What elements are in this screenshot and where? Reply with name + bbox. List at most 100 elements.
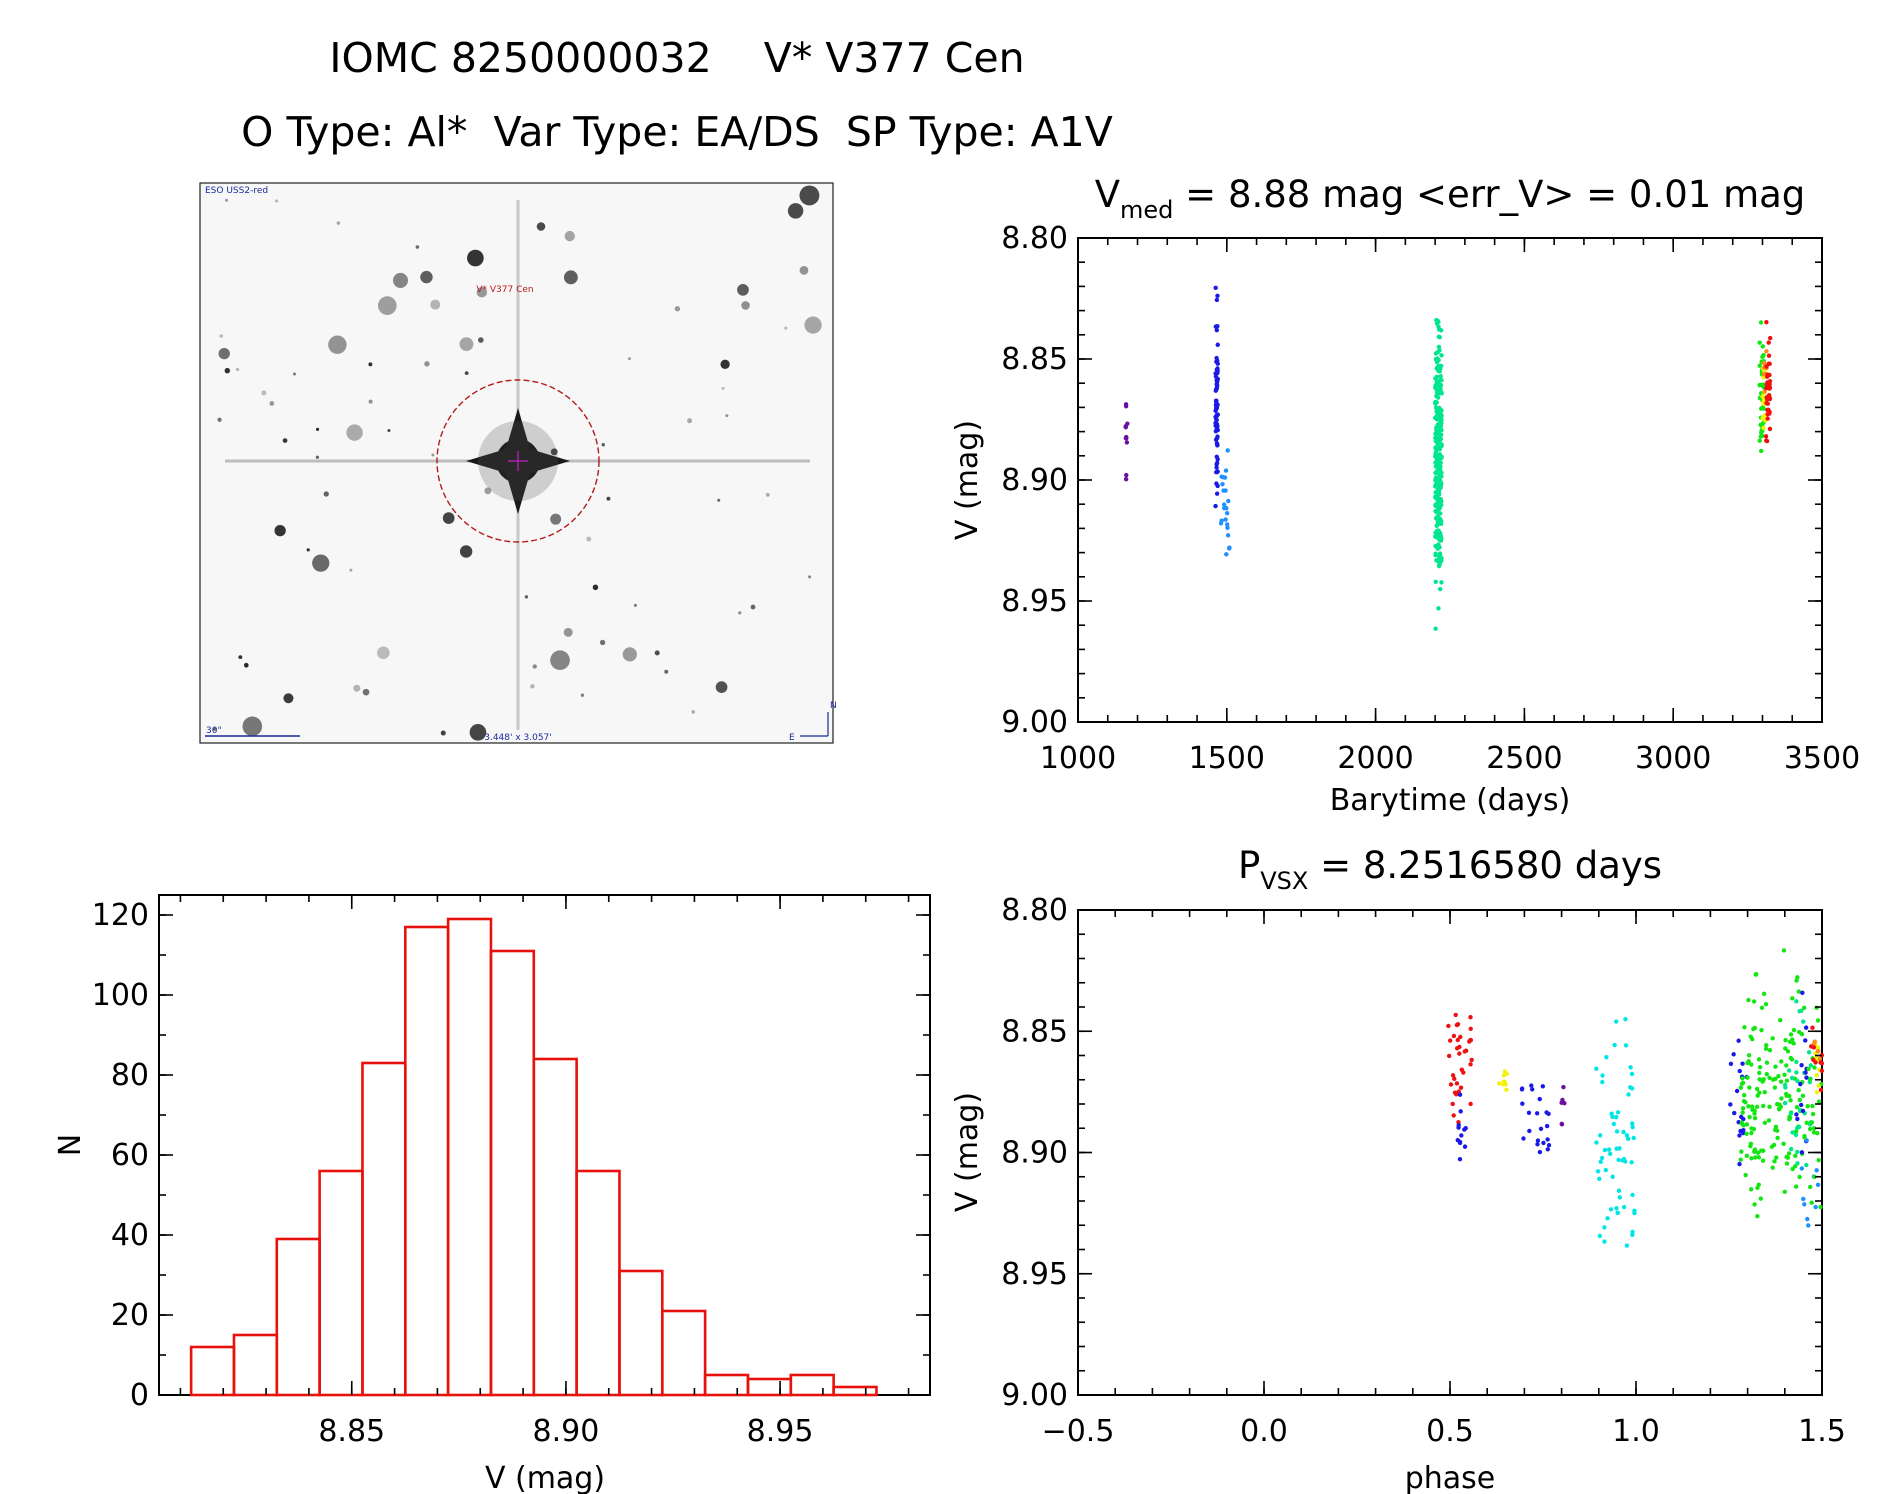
data-point [1453,1012,1458,1018]
data-point [1788,1055,1793,1061]
data-point [1748,1143,1753,1149]
data-point [1454,1081,1460,1086]
data-point [1784,1154,1789,1160]
data-point [1755,1093,1760,1098]
data-point [1794,1059,1799,1065]
histogram-frame [158,894,931,1396]
star [601,443,605,447]
data-point [1784,1161,1790,1166]
star [467,249,484,267]
data-point [1469,1057,1474,1063]
data-point [1791,1027,1797,1033]
phase-curve-title: PVSX = 8.2516580 days [1238,844,1662,895]
y-tick-label: 80 [111,1058,149,1093]
data-point [1773,1064,1778,1069]
data-point [1629,1071,1635,1077]
data-point [1447,1038,1453,1043]
data-point [1767,1104,1772,1110]
star [787,203,804,219]
star [536,222,546,231]
data-point [1747,1085,1752,1090]
star [720,359,730,369]
data-point [1561,1084,1566,1090]
data-point [1728,1061,1734,1067]
star [415,245,420,249]
data-point [1756,1155,1762,1160]
data-point [1433,385,1438,390]
data-point [1626,1092,1631,1097]
data-point [1541,1140,1546,1146]
data-point [1433,516,1439,521]
data-point [1215,376,1221,382]
star [269,401,275,406]
data-point [1124,440,1130,445]
data-point [1226,498,1231,504]
histogram-bar [575,1169,621,1397]
data-point [1436,415,1442,420]
data-point [1804,1075,1809,1080]
data-point [1620,1158,1625,1163]
light-curve-title-rest: = 8.88 mag <err_V> = 0.01 mag [1173,173,1805,216]
star [353,684,361,692]
data-point [1617,1195,1622,1200]
data-point [1809,1200,1814,1205]
data-point [1757,438,1762,443]
data-point [1436,344,1442,350]
y-tick-label: 20 [111,1298,149,1333]
star [738,611,742,615]
data-point [1559,1122,1565,1127]
data-point [1737,1068,1742,1074]
data-point [1797,1097,1802,1103]
data-point [1527,1128,1532,1134]
data-point [1801,1196,1806,1202]
data-point [1608,1207,1614,1212]
data-point [1436,492,1441,497]
x-tick-label: 0.0 [1240,1414,1288,1449]
data-point [1818,1204,1823,1210]
data-point [1545,1137,1550,1142]
data-point [1597,1176,1602,1182]
data-point [1767,1075,1772,1081]
data-point [1598,1159,1603,1164]
data-point [1630,1192,1635,1198]
star [377,296,397,315]
light-curve-xlabel: Barytime (days) [1330,783,1571,818]
histogram-bar [489,949,536,1397]
histogram-bar [703,1373,750,1397]
data-point [1752,1115,1758,1121]
data-point [1457,1051,1462,1056]
data-point [1745,1075,1750,1080]
data-point [1803,1070,1808,1075]
data-point [1794,1105,1800,1110]
finder-fov-label: 3.448' x 3.057' [484,733,552,743]
star [674,306,681,312]
data-point [1805,1216,1810,1222]
star [225,198,229,202]
data-point [1437,545,1442,550]
data-point [1223,517,1228,522]
data-point [1738,1128,1743,1134]
data-point [1504,1087,1509,1093]
data-point [1790,996,1795,1001]
data-point [1757,1070,1762,1076]
data-point [1805,1103,1810,1109]
light-curve-frame [1077,237,1823,723]
data-point [1629,1086,1635,1091]
star [238,655,243,660]
data-point [1754,1086,1760,1092]
data-point [1629,1160,1634,1165]
data-point [1214,327,1220,333]
data-point [1433,552,1438,558]
data-point [1521,1136,1526,1141]
data-point [1595,1169,1601,1174]
data-point [1793,1129,1799,1134]
y-tick-label: 9.00 [1001,705,1068,740]
histogram-bar [532,1057,578,1397]
data-point [1779,1096,1784,1101]
data-point [1624,1133,1630,1138]
data-point [1597,1233,1603,1239]
y-tick-label: 8.90 [1001,1136,1068,1171]
star [799,185,820,206]
finder-scale-label: 30" [206,726,222,736]
data-point [1459,1133,1464,1138]
